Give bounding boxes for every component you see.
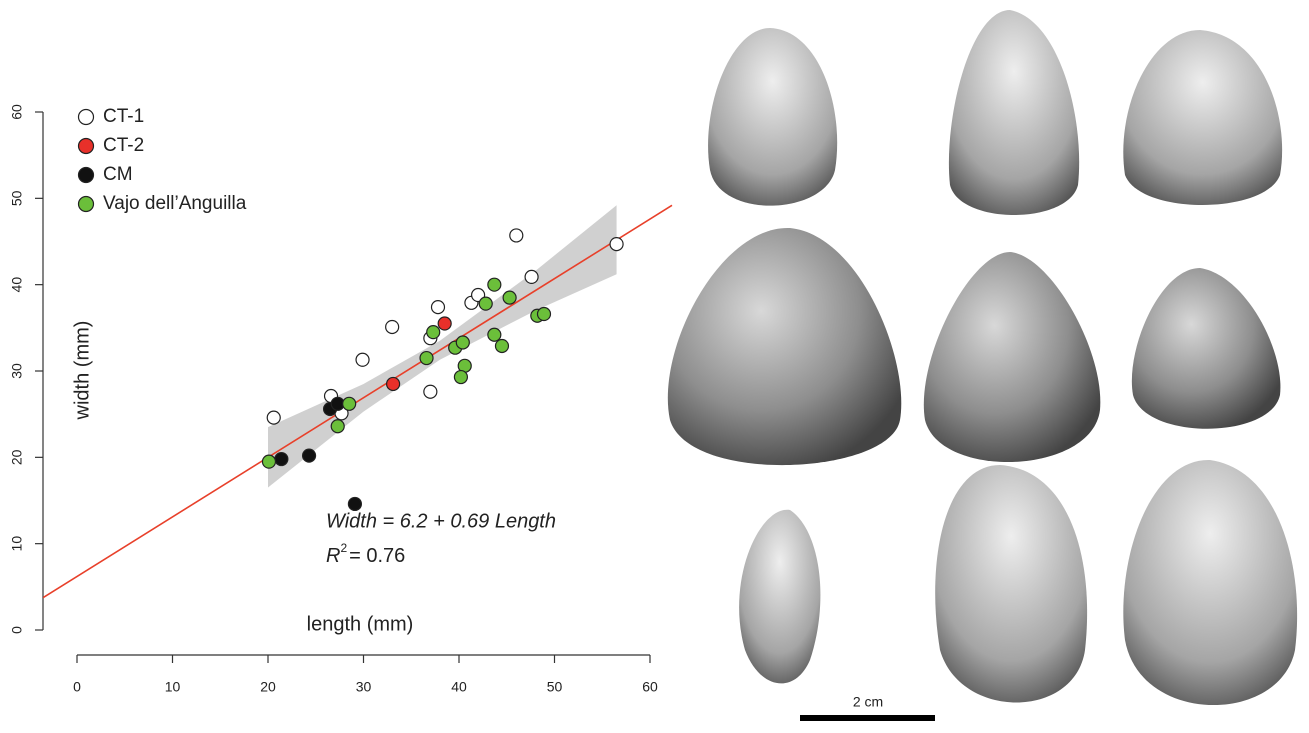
legend-marker: [79, 139, 94, 154]
x-axis-label: length (mm): [307, 613, 414, 635]
data-point: [479, 297, 492, 310]
data-point: [438, 317, 451, 330]
x-tick-label: 0: [73, 679, 81, 695]
data-point: [387, 377, 400, 390]
confidence-band: [268, 205, 617, 487]
regression-line: [43, 205, 672, 597]
data-point: [424, 385, 437, 398]
y-tick-label: 60: [9, 104, 25, 120]
x-tick-label: 60: [642, 679, 658, 695]
data-point: [537, 308, 550, 321]
y-tick-label: 0: [9, 626, 25, 634]
data-point: [267, 411, 280, 424]
figure: 2 cm length (mm) width (mm) Width = 6.2 …: [0, 0, 1309, 733]
data-point: [431, 301, 444, 314]
data-point: [356, 353, 369, 366]
legend-label: CT-2: [103, 135, 144, 156]
data-point: [275, 453, 288, 466]
data-point: [427, 326, 440, 339]
data-point: [510, 229, 523, 242]
legend-label: CT-1: [103, 106, 144, 127]
legend-label: Vajo dell’Anguilla: [103, 193, 247, 214]
data-point: [488, 278, 501, 291]
data-point: [348, 497, 361, 510]
r-superscript: 2: [340, 541, 347, 555]
data-point: [386, 320, 399, 333]
data-point: [525, 270, 538, 283]
data-point: [503, 291, 516, 304]
r-squared: R2= 0.76: [326, 541, 405, 567]
x-tick-label: 40: [451, 679, 467, 695]
y-tick-label: 20: [9, 449, 25, 465]
x-tick-label: 50: [547, 679, 563, 695]
y-tick-label: 50: [9, 190, 25, 206]
y-tick-label: 30: [9, 363, 25, 379]
data-point: [343, 397, 356, 410]
scale-bar-label: 2 cm: [853, 694, 883, 710]
legend-marker: [79, 197, 94, 212]
y-axis-label: width (mm): [71, 321, 93, 421]
x-tick-label: 10: [165, 679, 181, 695]
legend-label: CM: [103, 164, 133, 185]
legend-marker: [79, 168, 94, 183]
shell-photos: [668, 10, 1297, 721]
data-point: [262, 455, 275, 468]
data-point: [303, 449, 316, 462]
data-point: [488, 328, 501, 341]
equation: Width = 6.2 + 0.69 Length: [326, 510, 556, 532]
r-value: = 0.76: [349, 545, 405, 567]
data-point: [331, 420, 344, 433]
data-point: [454, 371, 467, 384]
data-point: [420, 352, 433, 365]
x-tick-label: 20: [260, 679, 276, 695]
r-symbol: R: [326, 545, 340, 567]
y-tick-label: 40: [9, 277, 25, 293]
y-tick-label: 10: [9, 536, 25, 552]
data-point: [610, 238, 623, 251]
data-point: [456, 336, 469, 349]
x-tick-label: 30: [356, 679, 372, 695]
data-point: [495, 339, 508, 352]
legend-marker: [79, 110, 94, 125]
